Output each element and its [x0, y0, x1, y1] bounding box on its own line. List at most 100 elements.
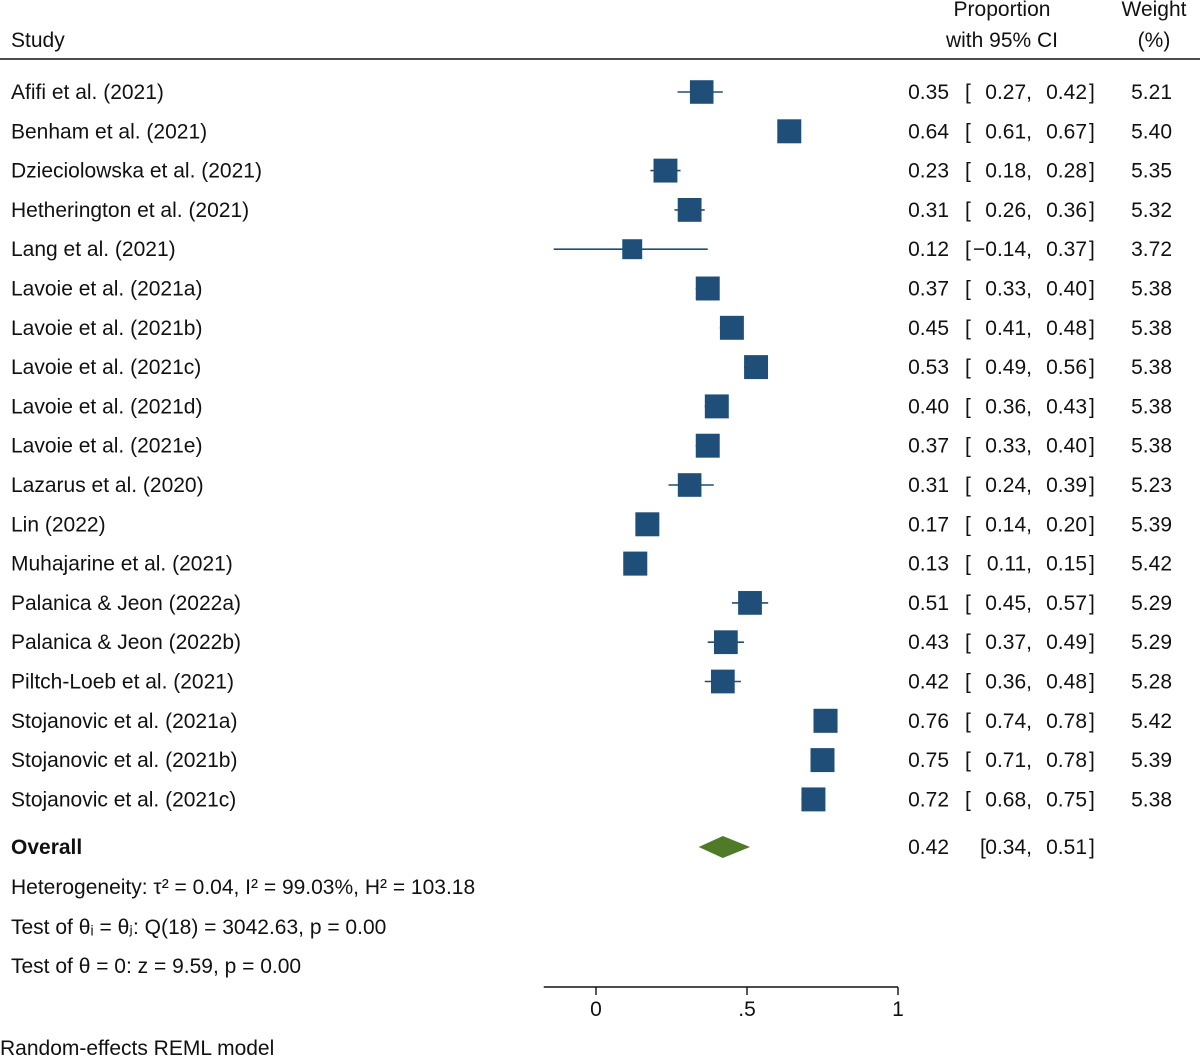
- estimate-marker: [744, 355, 769, 380]
- test-q-text: Test of θᵢ = θⱼ: Q(18) = 3042.63, p = 0.…: [11, 916, 386, 939]
- estimate-marker: [622, 239, 643, 260]
- study-name: Afifi et al. (2021): [11, 81, 164, 104]
- header-proportion-line1: Proportion: [954, 0, 1051, 21]
- weight-value: 5.38: [1131, 278, 1172, 301]
- ci-upper: 0.43: [1046, 395, 1087, 418]
- estimate-marker: [738, 591, 762, 615]
- ci-bracket-open: [: [965, 553, 971, 576]
- ci-bracket-close: ]: [1089, 592, 1095, 615]
- estimate-marker: [801, 787, 826, 812]
- ci-lower: 0.45,: [985, 592, 1032, 615]
- weight-value: 5.42: [1131, 710, 1172, 733]
- estimate-marker: [677, 473, 702, 497]
- study-name: Lavoie et al. (2021a): [11, 278, 202, 301]
- study-row: Palanica & Jeon (2022a) 0.51 [0.45, 0.57] 5.…: [11, 591, 1172, 615]
- axis-tick-label: 1: [892, 998, 904, 1021]
- ci-upper: 0.42: [1046, 81, 1087, 104]
- ci-bracket-open: [: [965, 710, 971, 733]
- estimate-marker: [810, 748, 835, 773]
- estimate-marker: [689, 80, 714, 104]
- study-name: Muhajarine et al. (2021): [11, 553, 233, 576]
- ci-bracket-open: [: [965, 749, 971, 772]
- estimate-marker: [704, 394, 729, 419]
- ci-bracket-close: ]: [1089, 238, 1095, 261]
- overall-row: Overall 0.42 [0.34, 0.51]: [11, 836, 1095, 859]
- axis-tick-label: 0: [590, 998, 602, 1021]
- study-row: Lang et al. (2021) 0.12 [−0.14, 0.37] 3.72: [11, 238, 1172, 261]
- ci-bracket-open: [: [965, 435, 971, 458]
- study-row: Lin (2022) 0.17 [0.14, 0.20] 5.39: [11, 512, 1172, 536]
- ci-bracket-close: ]: [1089, 81, 1095, 104]
- overall-estimate: 0.42: [908, 836, 949, 859]
- ci-bracket-open: [: [965, 199, 971, 222]
- study-name: Lazarus et al. (2020): [11, 474, 204, 497]
- study-name: Lavoie et al. (2021b): [11, 317, 202, 340]
- estimate-value: 0.53: [908, 356, 949, 379]
- study-row: Benham et al. (2021) 0.64 [0.61, 0.67] 5.40: [11, 119, 1172, 144]
- estimate-value: 0.42: [908, 671, 949, 694]
- ci-bracket-open: [: [965, 671, 971, 694]
- estimate-value: 0.23: [908, 160, 949, 183]
- estimate-marker: [677, 197, 702, 222]
- ci-lower: 0.33,: [985, 435, 1032, 458]
- ci-upper: 0.39: [1046, 474, 1087, 497]
- header-study-label: Study: [11, 29, 65, 52]
- header-weight-line1: Weight: [1122, 0, 1187, 21]
- study-row: Piltch-Loeb et al. (2021) 0.42 [0.36, 0.48]…: [11, 669, 1172, 694]
- estimate-marker: [695, 433, 720, 458]
- ci-bracket-close: ]: [1089, 513, 1095, 536]
- ci-lower: 0.33,: [985, 278, 1032, 301]
- estimate-marker: [777, 119, 802, 144]
- overall-label: Overall: [11, 836, 82, 859]
- study-rows: Afifi et al. (2021) 0.35 [0.27, 0.42] 5.21 Be…: [11, 80, 1172, 811]
- model-note: Random-effects REML model: [0, 1037, 274, 1056]
- ci-lower: −0.14,: [973, 238, 1032, 261]
- ci-bracket-close: ]: [1089, 278, 1095, 301]
- study-row: Stojanovic et al. (2021b) 0.75 [0.71, 0.78]…: [11, 748, 1172, 772]
- ci-bracket-open: [: [965, 788, 971, 811]
- estimate-marker: [635, 512, 660, 537]
- weight-value: 5.38: [1131, 435, 1172, 458]
- study-name: Lang et al. (2021): [11, 238, 176, 261]
- study-row: Lavoie et al. (2021e) 0.37 [0.33, 0.40] 5.38: [11, 433, 1172, 458]
- ci-upper: 0.56: [1046, 356, 1087, 379]
- x-axis: 0.5 1: [543, 986, 904, 1021]
- ci-lower: 0.37,: [985, 631, 1032, 654]
- ci-bracket-close: ]: [1089, 395, 1095, 418]
- study-row: Palanica & Jeon (2022b) 0.43 [0.37, 0.49] 5.…: [11, 630, 1172, 654]
- estimate-value: 0.51: [908, 592, 949, 615]
- ci-lower: 0.26,: [985, 199, 1032, 222]
- ci-upper: 0.78: [1046, 749, 1087, 772]
- study-row: Lavoie et al. (2021a) 0.37 [0.33, 0.40] 5.38: [11, 276, 1172, 301]
- estimate-value: 0.45: [908, 317, 949, 340]
- ci-lower: 0.18,: [985, 160, 1032, 183]
- ci-upper: 0.28: [1046, 160, 1087, 183]
- axis-tick-label: .5: [738, 998, 756, 1021]
- header-weight-line2: (%): [1138, 29, 1171, 52]
- study-row: Afifi et al. (2021) 0.35 [0.27, 0.42] 5.21: [11, 80, 1172, 104]
- overall-ci-bracket-open: [: [980, 836, 986, 859]
- ci-bracket-close: ]: [1089, 553, 1095, 576]
- ci-bracket-close: ]: [1089, 710, 1095, 733]
- ci-bracket-close: ]: [1089, 788, 1095, 811]
- ci-bracket-open: [: [965, 278, 971, 301]
- weight-value: 5.21: [1131, 81, 1172, 104]
- study-row: Lazarus et al. (2020) 0.31 [0.24, 0.39] 5.23: [11, 473, 1172, 497]
- study-name: Stojanovic et al. (2021b): [11, 749, 237, 772]
- ci-upper: 0.15: [1046, 553, 1087, 576]
- estimate-value: 0.64: [908, 120, 949, 143]
- ci-bracket-open: [: [965, 631, 971, 654]
- ci-bracket-open: [: [965, 238, 971, 261]
- ci-upper: 0.49: [1046, 631, 1087, 654]
- ci-lower: 0.41,: [985, 317, 1032, 340]
- ci-bracket-open: [: [965, 513, 971, 536]
- study-row: Muhajarine et al. (2021) 0.13 [0.11, 0.15] 5…: [11, 551, 1172, 576]
- ci-upper: 0.40: [1046, 278, 1087, 301]
- weight-value: 5.42: [1131, 553, 1172, 576]
- ci-lower: 0.61,: [985, 120, 1032, 143]
- heterogeneity-text: Heterogeneity: τ² = 0.04, I² = 99.03%, H…: [11, 876, 475, 899]
- estimate-marker: [623, 551, 648, 576]
- ci-upper: 0.67: [1046, 120, 1087, 143]
- estimate-value: 0.76: [908, 710, 949, 733]
